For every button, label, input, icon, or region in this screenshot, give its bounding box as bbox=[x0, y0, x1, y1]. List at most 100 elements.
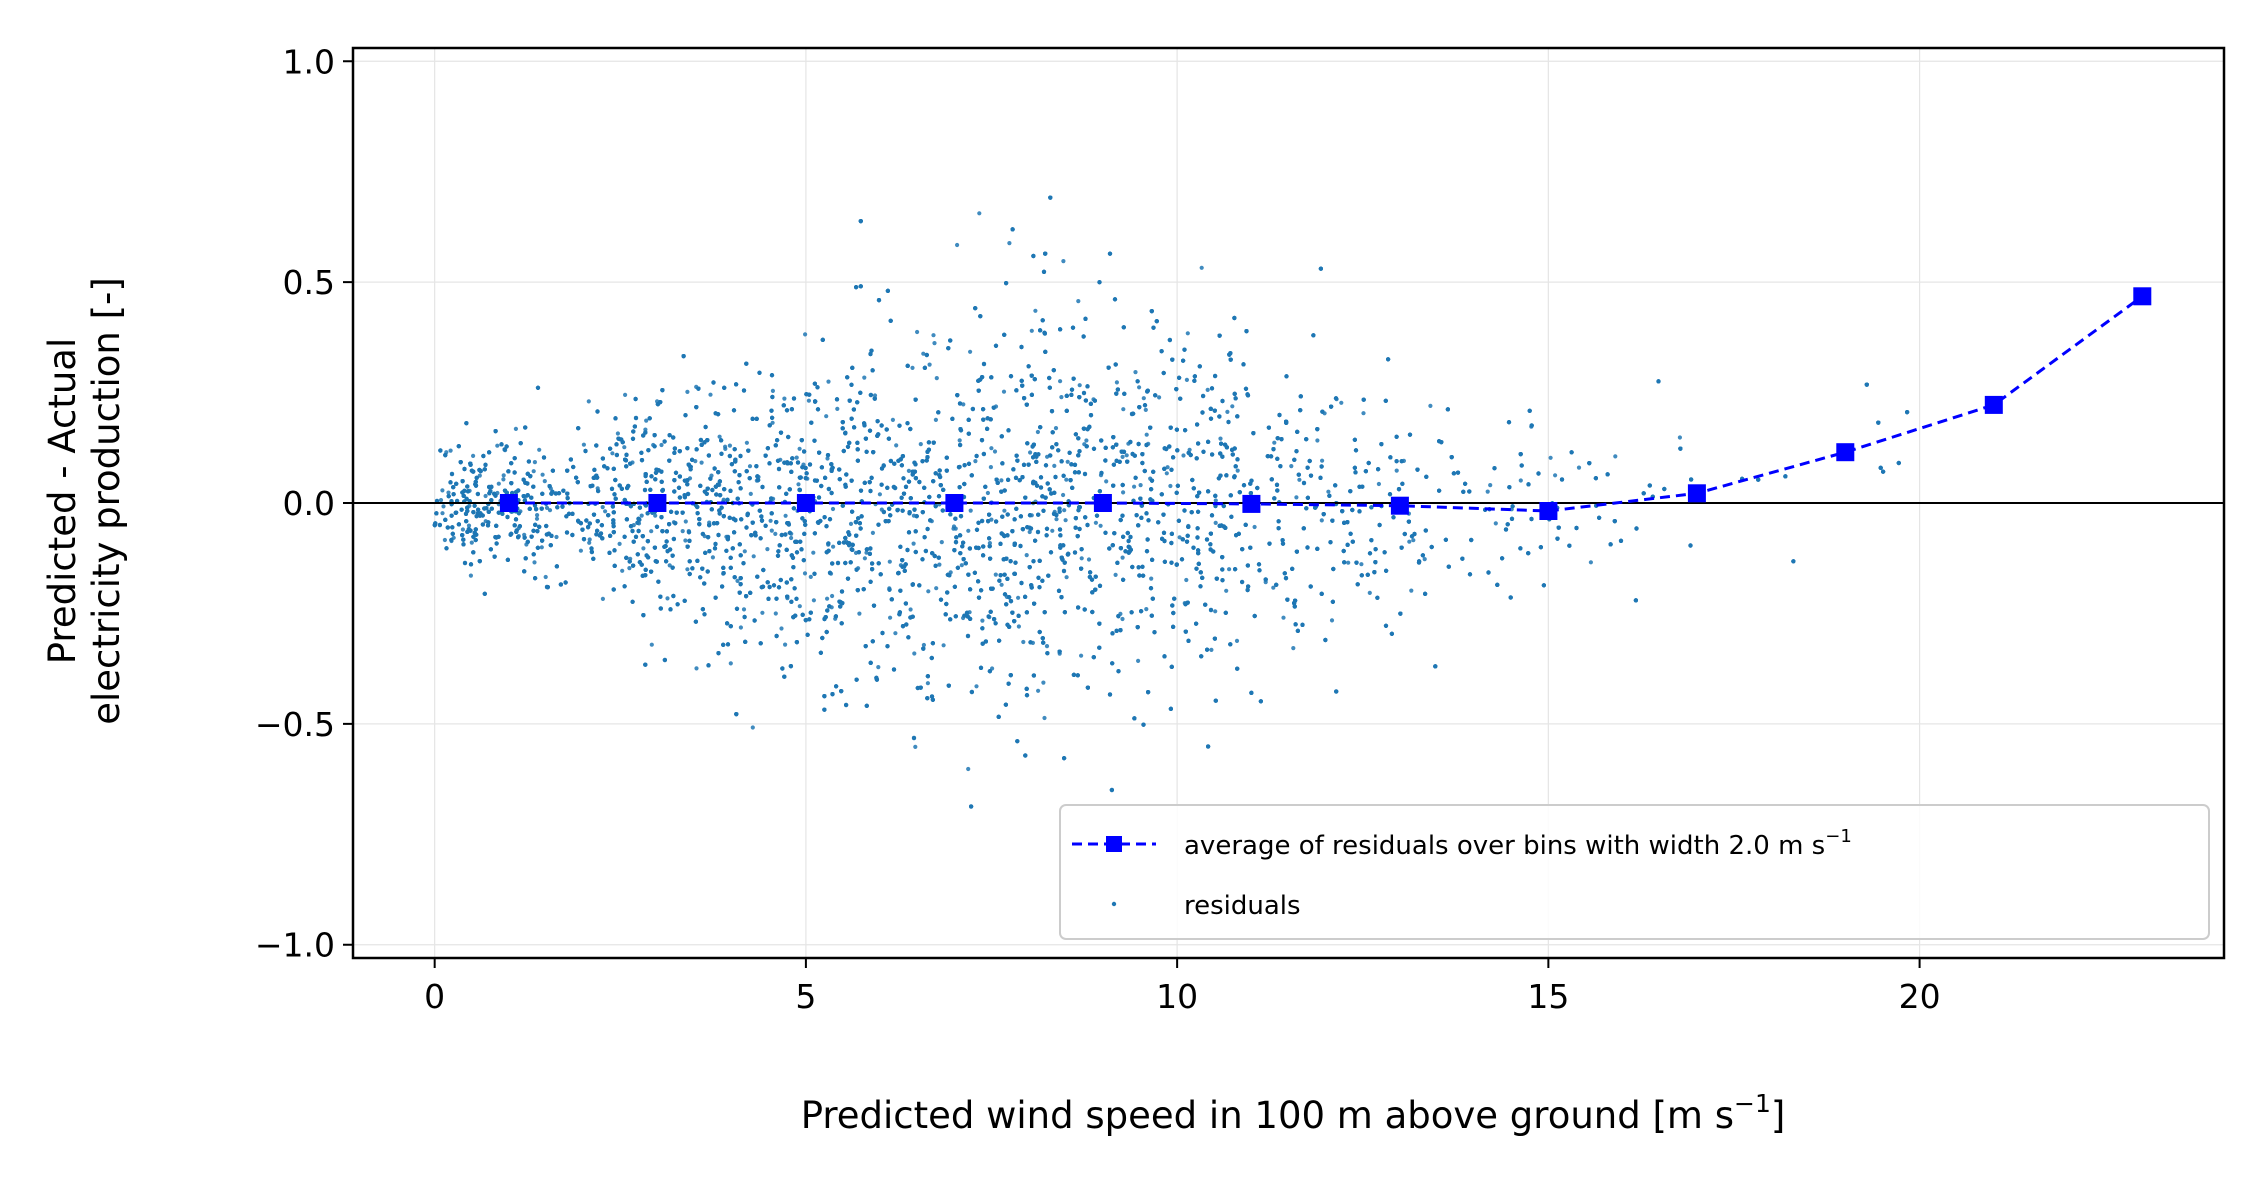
residual-point bbox=[953, 526, 958, 531]
residual-point bbox=[1230, 404, 1235, 409]
residual-point bbox=[888, 615, 893, 620]
residual-point bbox=[779, 626, 784, 631]
residual-point bbox=[1588, 560, 1593, 565]
residual-point bbox=[751, 554, 756, 559]
residual-point bbox=[1052, 463, 1057, 468]
residual-point bbox=[617, 541, 622, 547]
residual-point bbox=[959, 563, 964, 568]
residual-point bbox=[1168, 483, 1173, 489]
residual-point bbox=[1028, 450, 1033, 455]
residual-point bbox=[1294, 495, 1299, 500]
residual-point bbox=[1054, 517, 1059, 522]
residual-point bbox=[442, 537, 447, 543]
residual-point bbox=[1157, 395, 1162, 400]
residual-point bbox=[1394, 468, 1399, 473]
residual-point bbox=[728, 661, 733, 666]
residual-point bbox=[542, 479, 547, 484]
residual-point bbox=[1518, 478, 1523, 483]
residual-point bbox=[974, 684, 979, 689]
residual-point bbox=[1016, 595, 1021, 600]
residual-point bbox=[1184, 577, 1189, 583]
residual-point bbox=[796, 482, 801, 487]
residual-point bbox=[862, 375, 867, 380]
residual-point bbox=[989, 517, 994, 522]
residual-point bbox=[1113, 572, 1118, 578]
residual-point bbox=[1209, 647, 1214, 653]
residual-point bbox=[1041, 680, 1046, 685]
residual-point bbox=[448, 448, 453, 453]
residual-point bbox=[937, 562, 942, 567]
residual-point bbox=[741, 607, 747, 612]
residual-point bbox=[1422, 557, 1427, 562]
residual-point bbox=[438, 498, 444, 503]
residual-point bbox=[1164, 471, 1169, 476]
residual-point bbox=[659, 442, 664, 448]
residual-point bbox=[830, 506, 836, 512]
residual-point bbox=[1488, 483, 1493, 488]
residual-point bbox=[440, 511, 445, 516]
residual-point bbox=[968, 349, 973, 354]
residual-point bbox=[1121, 407, 1126, 412]
residual-point bbox=[1093, 520, 1098, 525]
residual-point bbox=[587, 540, 592, 545]
residual-point bbox=[446, 490, 451, 495]
residual-point bbox=[586, 399, 591, 404]
residual-point bbox=[999, 478, 1004, 483]
residual-point bbox=[466, 523, 472, 528]
residual-point bbox=[440, 488, 445, 493]
residual-point bbox=[782, 396, 787, 401]
residual-point bbox=[460, 527, 465, 532]
residual-point bbox=[513, 426, 519, 431]
residual-point bbox=[918, 442, 923, 447]
residual-point bbox=[1042, 715, 1047, 721]
residual-point bbox=[921, 642, 927, 648]
residual-point bbox=[501, 477, 506, 482]
residual-point bbox=[680, 529, 685, 534]
residual-point bbox=[1050, 528, 1055, 533]
residual-point bbox=[1485, 489, 1490, 494]
residuals-scatter bbox=[432, 195, 1910, 809]
residual-point bbox=[989, 446, 994, 451]
residual-point bbox=[1548, 455, 1553, 460]
residual-point bbox=[1225, 409, 1230, 414]
residual-point bbox=[1346, 560, 1351, 565]
residual-point bbox=[1177, 535, 1182, 540]
residual-point bbox=[1141, 396, 1146, 401]
residual-point bbox=[1297, 477, 1302, 482]
residual-point bbox=[992, 449, 998, 454]
residual-point bbox=[985, 490, 991, 496]
residual-point bbox=[1001, 389, 1007, 394]
residual-point bbox=[1016, 624, 1022, 629]
residual-point bbox=[1199, 265, 1204, 270]
residual-point bbox=[1104, 479, 1109, 484]
residual-point bbox=[1079, 556, 1084, 561]
residual-point bbox=[1407, 539, 1412, 544]
residual-point bbox=[870, 530, 876, 536]
residual-point bbox=[1064, 477, 1069, 482]
residual-point bbox=[1044, 644, 1050, 649]
residual-point bbox=[1061, 492, 1066, 498]
residual-point bbox=[806, 398, 812, 403]
residual-point bbox=[864, 550, 869, 555]
residual-point bbox=[532, 560, 537, 565]
residual-point bbox=[768, 518, 773, 523]
residual-point bbox=[710, 555, 716, 560]
residual-point bbox=[1376, 481, 1381, 487]
residual-point bbox=[544, 505, 550, 510]
residual-point bbox=[1181, 453, 1186, 458]
residual-point bbox=[685, 389, 690, 394]
residual-point bbox=[1132, 484, 1137, 489]
residual-point bbox=[931, 333, 936, 338]
residual-point bbox=[808, 574, 813, 580]
residual-point bbox=[890, 417, 896, 422]
residual-point bbox=[620, 568, 625, 573]
residual-point bbox=[803, 332, 808, 337]
residual-point bbox=[1133, 370, 1138, 375]
residual-point bbox=[683, 538, 688, 543]
residual-point bbox=[747, 464, 753, 469]
residual-point bbox=[1339, 400, 1344, 405]
residual-point bbox=[1165, 465, 1170, 470]
residual-point bbox=[773, 611, 778, 616]
residual-point bbox=[1035, 429, 1040, 435]
residual-point bbox=[738, 625, 744, 630]
